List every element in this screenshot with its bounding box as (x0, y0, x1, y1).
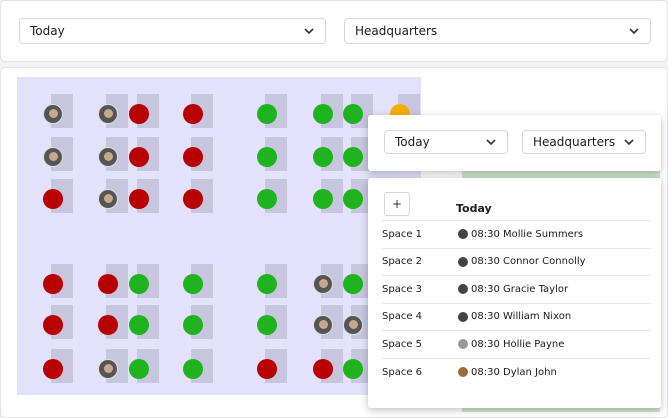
schedule-panel: + Today Space 1 08:30 Mollie Summers Space… (368, 178, 661, 408)
space-label: Space 2 (382, 256, 423, 268)
seat-occupant-avatar[interactable] (98, 104, 118, 124)
avatar (458, 367, 468, 377)
seat-red[interactable] (43, 274, 63, 294)
seat-green[interactable] (129, 315, 149, 335)
schedule-row[interactable]: Space 1 08:30 Mollie Summers (382, 220, 651, 247)
booking-text: 08:30 Hollie Payne (471, 338, 565, 350)
seat-green[interactable] (343, 147, 363, 167)
booking-text: 08:30 Connor Connolly (471, 256, 586, 268)
date-select[interactable]: Today (19, 18, 326, 44)
seat-green[interactable] (343, 274, 363, 294)
seat-red[interactable] (183, 189, 203, 209)
floor-plan-edge (462, 170, 660, 180)
seat-occupant-avatar[interactable] (98, 147, 118, 167)
avatar (458, 311, 468, 322)
seat-red[interactable] (98, 274, 118, 294)
booking-text: 08:30 William Nixon (471, 311, 572, 323)
add-button[interactable]: + (384, 192, 410, 216)
seat-green[interactable] (257, 189, 277, 209)
schedule-row[interactable]: Space 4 08:30 William Nixon (382, 302, 651, 330)
seat-red[interactable] (43, 315, 63, 335)
seat-red[interactable] (98, 315, 118, 335)
seat-green[interactable] (313, 147, 333, 167)
seat-red[interactable] (313, 359, 333, 379)
seat-green[interactable] (183, 274, 203, 294)
popup-date-select-value: Today (395, 135, 430, 149)
seat-occupant-avatar[interactable] (313, 315, 333, 335)
space-label: Space 5 (382, 338, 423, 350)
seat-green[interactable] (343, 189, 363, 209)
seat-green[interactable] (343, 359, 363, 379)
location-select-value: Headquarters (355, 24, 438, 38)
booking: 08:30 William Nixon (458, 311, 571, 322)
seat-green[interactable] (343, 104, 363, 124)
schedule-row[interactable]: Space 3 08:30 Gracie Taylor (382, 275, 651, 302)
seat-red[interactable] (129, 147, 149, 167)
chevron-down-icon (304, 28, 314, 35)
booking: 08:30 Dylan John (458, 367, 557, 378)
booking-text: 08:30 Mollie Summers (471, 228, 584, 240)
seat-green[interactable] (313, 104, 333, 124)
seat-occupant-avatar[interactable] (343, 315, 363, 335)
booking: 08:30 Connor Connolly (458, 256, 586, 267)
seat-occupant-avatar[interactable] (98, 189, 118, 209)
popup-filter-panel: Today Headquarters (368, 115, 661, 171)
seat-red[interactable] (43, 359, 63, 379)
seat-green[interactable] (183, 315, 203, 335)
booking-text: 08:30 Dylan John (471, 366, 557, 378)
space-label: Space 6 (382, 366, 423, 378)
seat-occupant-avatar[interactable] (43, 147, 63, 167)
seat-green[interactable] (257, 147, 277, 167)
space-label: Space 4 (382, 311, 423, 323)
seat-red[interactable] (129, 104, 149, 124)
schedule-row[interactable]: Space 6 08:30 Dylan John (382, 358, 651, 385)
seat-occupant-avatar[interactable] (98, 359, 118, 379)
seat-red[interactable] (43, 189, 63, 209)
booking: 08:30 Hollie Payne (458, 339, 564, 350)
seat-red[interactable] (183, 104, 203, 124)
seat-green[interactable] (183, 359, 203, 379)
schedule-row[interactable]: Space 2 08:30 Connor Connolly (382, 247, 651, 275)
popup-location-select-value: Headquarters (533, 135, 616, 149)
seat-green[interactable] (257, 315, 277, 335)
chevron-down-icon (624, 139, 634, 146)
location-select[interactable]: Headquarters (344, 18, 651, 44)
space-label: Space 3 (382, 283, 423, 295)
schedule-row[interactable]: Space 5 08:30 Hollie Payne (382, 330, 651, 357)
floor-plan (17, 77, 421, 395)
chevron-down-icon (486, 139, 496, 146)
seat-occupant-avatar[interactable] (43, 104, 63, 124)
booking: 08:30 Gracie Taylor (458, 284, 568, 295)
column-header-today: Today (456, 202, 492, 215)
filter-bar: Today Headquarters (0, 0, 668, 62)
seat-green[interactable] (257, 104, 277, 124)
seat-green[interactable] (129, 359, 149, 379)
space-label: Space 1 (382, 228, 423, 240)
avatar (458, 229, 468, 239)
seat-red[interactable] (183, 147, 203, 167)
avatar (458, 339, 468, 350)
seat-occupant-avatar[interactable] (313, 274, 333, 294)
seat-red[interactable] (129, 189, 149, 209)
date-select-value: Today (30, 24, 65, 38)
seat-green[interactable] (129, 274, 149, 294)
chevron-down-icon (629, 28, 639, 35)
seat-red[interactable] (257, 359, 277, 379)
seat-green[interactable] (257, 274, 277, 294)
booking-text: 08:30 Gracie Taylor (471, 283, 569, 295)
seat-green[interactable] (313, 189, 333, 209)
booking: 08:30 Mollie Summers (458, 229, 583, 240)
avatar (458, 256, 468, 267)
popup-date-select[interactable]: Today (384, 130, 508, 154)
popup-location-select[interactable]: Headquarters (522, 130, 646, 154)
avatar (458, 284, 468, 295)
